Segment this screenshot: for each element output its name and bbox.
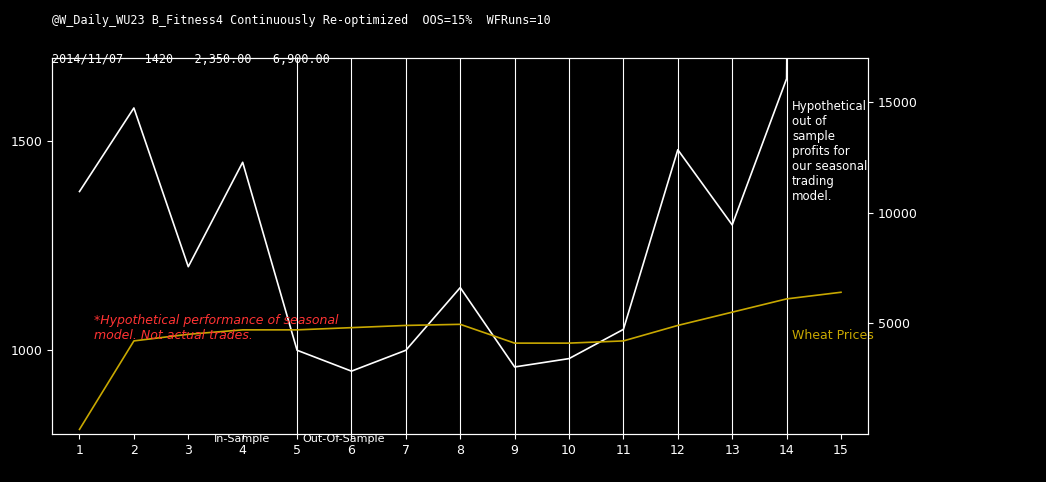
Text: @W_Daily_WU23 B_Fitness4 Continuously Re-optimized  OOS=15%  WFRuns=10: @W_Daily_WU23 B_Fitness4 Continuously Re… xyxy=(52,14,551,27)
Text: Out-Of-Sample: Out-Of-Sample xyxy=(302,434,385,444)
Text: Wheat Prices: Wheat Prices xyxy=(792,329,873,342)
Text: *Hypothetical performance of seasonal
model. Not actual trades.: *Hypothetical performance of seasonal mo… xyxy=(94,314,339,342)
Text: Hypothetical
out of
sample
profits for
our seasonal
trading
model.: Hypothetical out of sample profits for o… xyxy=(792,100,867,202)
Text: 2014/11/07   1420   2,350.00   6,900.00: 2014/11/07 1420 2,350.00 6,900.00 xyxy=(52,53,331,66)
Text: In-Sample: In-Sample xyxy=(213,434,270,444)
